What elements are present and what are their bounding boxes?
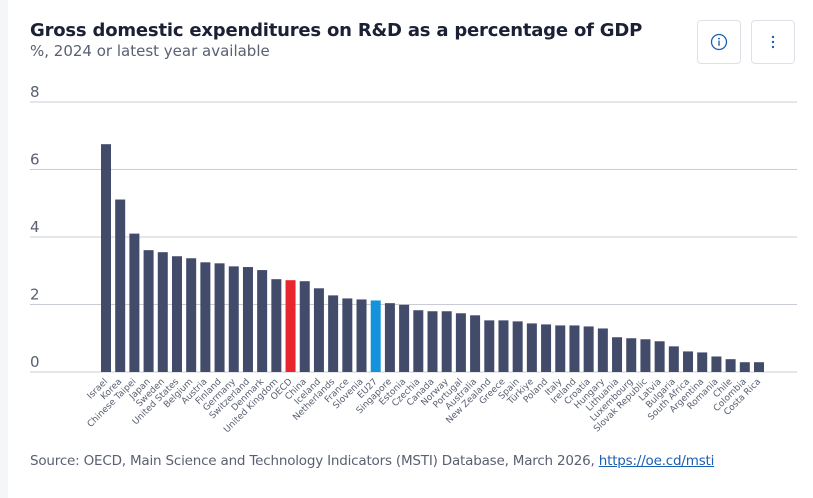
chart-title: Gross domestic expenditures on R&D as a …	[30, 20, 643, 41]
y-tick-label: 4	[30, 218, 40, 236]
left-edge	[0, 0, 8, 498]
bar-portugal[interactable]	[455, 313, 466, 372]
bar-belgium[interactable]	[186, 258, 197, 372]
bar-greece[interactable]	[498, 320, 509, 372]
bar-estonia[interactable]	[399, 304, 410, 372]
y-axis-ticks: 0 2 4 6 8	[30, 83, 40, 371]
info-button[interactable]	[697, 20, 741, 64]
y-tick-label: 8	[30, 83, 40, 101]
bar-korea[interactable]	[115, 199, 126, 372]
bar-argentina[interactable]	[697, 352, 708, 372]
bar-t-rkiye[interactable]	[526, 323, 537, 372]
bar-canada[interactable]	[427, 311, 438, 372]
more-options-button[interactable]	[751, 20, 795, 64]
bar-czechia[interactable]	[413, 310, 424, 372]
bar-israel[interactable]	[101, 144, 111, 372]
source-link[interactable]: https://oe.cd/msti	[598, 453, 715, 469]
bar-australia[interactable]	[470, 315, 481, 372]
bar-latvia[interactable]	[654, 341, 665, 372]
bar-france[interactable]	[342, 298, 353, 372]
bar-colombia[interactable]	[739, 362, 750, 372]
bar-switzerland[interactable]	[242, 267, 253, 372]
bar-iceland[interactable]	[313, 288, 324, 372]
bar-singapore[interactable]	[384, 303, 395, 372]
bar-norway[interactable]	[441, 311, 452, 372]
bar-germany[interactable]	[228, 266, 239, 372]
bar-croatia[interactable]	[583, 326, 594, 372]
bar-bulgaria[interactable]	[668, 346, 679, 372]
bar-italy[interactable]	[555, 325, 566, 372]
info-icon	[710, 33, 728, 51]
source-text: Source: OECD, Main Science and Technolog…	[30, 453, 599, 469]
bar-sweden[interactable]	[157, 252, 168, 372]
bar-finland[interactable]	[214, 263, 225, 372]
bar-oecd[interactable]	[285, 280, 296, 372]
bar-ireland[interactable]	[569, 325, 580, 372]
bar-luxembourg[interactable]	[626, 338, 637, 372]
bar-chinese-taipei[interactable]	[129, 233, 140, 372]
y-tick-label: 0	[30, 353, 40, 371]
bars	[101, 144, 764, 372]
bar-costa-rica[interactable]	[754, 362, 764, 372]
bar-chile[interactable]	[725, 359, 736, 372]
bar-china[interactable]	[299, 281, 310, 372]
bar-hungary[interactable]	[597, 328, 608, 372]
bar-netherlands[interactable]	[328, 295, 339, 372]
bar-austria[interactable]	[200, 262, 211, 372]
bar-denmark[interactable]	[257, 270, 268, 372]
y-tick-label: 6	[30, 151, 40, 169]
bar-poland[interactable]	[541, 324, 552, 372]
bar-japan[interactable]	[143, 250, 154, 372]
bar-new-zealand[interactable]	[484, 320, 495, 372]
bar-eu27[interactable]	[370, 300, 381, 372]
more-vertical-icon	[771, 35, 775, 49]
bar-slovenia[interactable]	[356, 299, 367, 372]
bar-south-africa[interactable]	[683, 351, 694, 372]
chart-subtitle: %, 2024 or latest year available	[30, 42, 270, 60]
bar-lithuania[interactable]	[612, 337, 623, 372]
y-tick-label: 2	[30, 286, 40, 304]
bar-united-states[interactable]	[171, 256, 182, 372]
bar-romania[interactable]	[711, 356, 722, 372]
bar-united-kingdom[interactable]	[271, 279, 282, 372]
bar-slovak-republic[interactable]	[640, 339, 651, 372]
bar-spain[interactable]	[512, 321, 523, 372]
source-note: Source: OECD, Main Science and Technolog…	[30, 453, 714, 469]
